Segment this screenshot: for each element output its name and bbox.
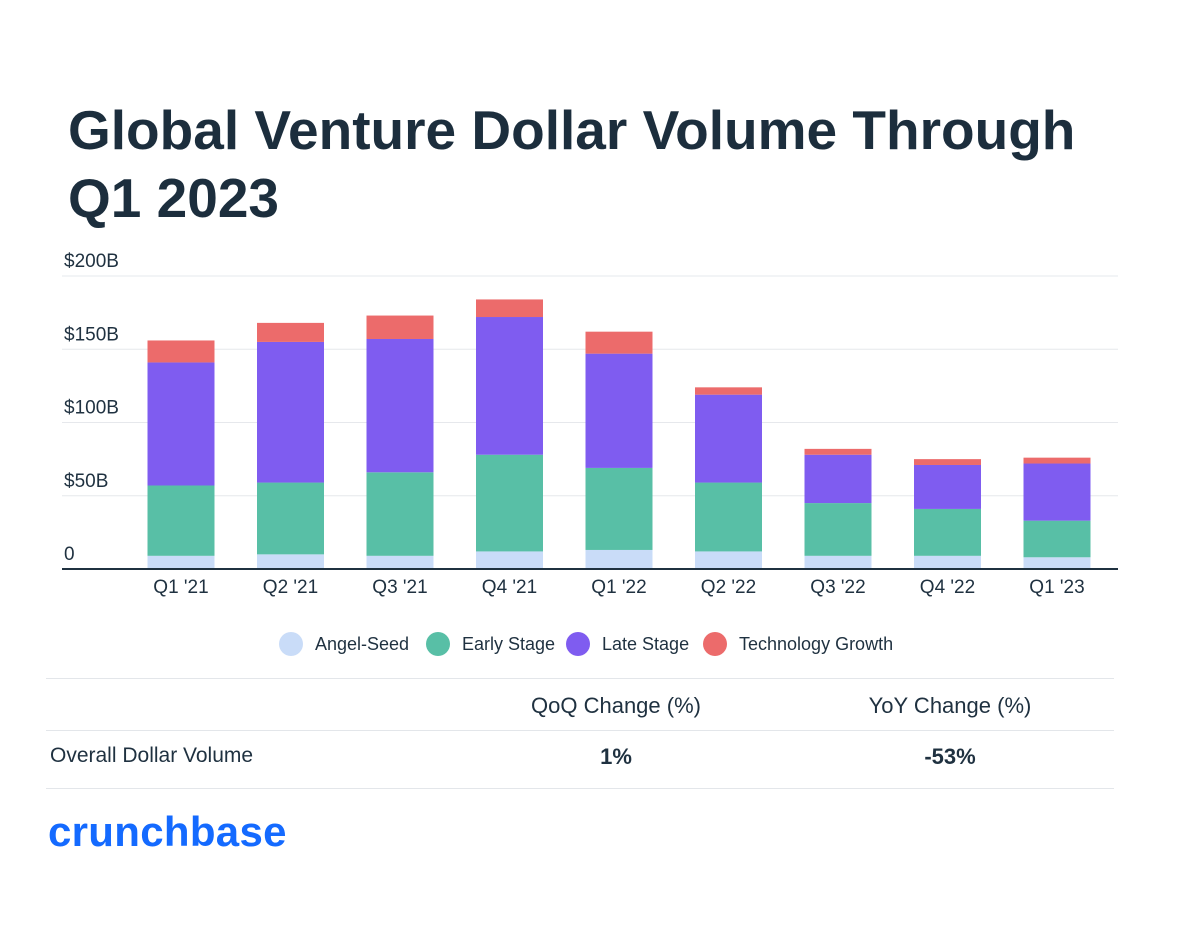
table-divider [46,730,1114,731]
bar-segment [476,317,543,455]
bar-segment [695,482,762,552]
legend-label: Angel-Seed [315,633,410,654]
x-axis-tick-labels: Q1 '21 Q2 '21 Q3 '21 Q4 '21 Q1 '22 Q2 '22 Q3 '… [153,577,1084,598]
legend-swatch-late-stage [566,632,590,656]
bar-segment [695,551,762,569]
bar-segment [257,554,324,569]
bar-segment [147,362,215,486]
bar-segment [914,508,981,556]
legend-label: Late Stage [602,633,690,654]
legend-label: Technology Growth [739,633,894,654]
legend-item-angel-seed: Angel-Seed [279,632,409,656]
y-tick-label: $200B [64,251,119,272]
bar-segment [1023,557,1091,569]
bar-segment [585,549,653,569]
bar-segment [695,394,762,483]
bar-segment [257,322,324,342]
bar-segment [257,482,324,555]
legend-item-late-stage: Late Stage [566,632,689,656]
x-tick-label: Q3 '22 [810,577,865,598]
y-tick-label: $100B [64,398,119,419]
bar-segment [366,338,434,473]
bar-segment [147,340,215,363]
yoy-header: YoY Change (%) [868,693,1032,718]
legend-swatch-technology-growth [703,632,727,656]
table-divider [46,678,1114,679]
bar-segment [585,353,653,468]
bars [147,299,1091,569]
bar-segment [476,551,543,569]
bar-segment [914,459,981,465]
x-tick-label: Q4 '22 [920,577,975,598]
bar-segment [804,448,872,455]
bar-segment [1023,457,1091,464]
y-tick-label: $50B [64,471,108,492]
bar-segment [366,472,434,556]
bar-segment [1023,463,1091,521]
x-tick-label: Q2 '21 [263,577,318,598]
x-tick-label: Q1 '22 [591,577,646,598]
bar-segment [476,299,543,318]
y-tick-label: 0 [64,544,75,565]
x-tick-label: Q2 '22 [701,577,756,598]
legend-label: Early Stage [462,633,556,654]
stacked-bar-chart: 0$50B$100B$150B$200B Q1 '21 Q2 '21 Q3 '21 Q… [62,251,1118,598]
y-tick-label: $150B [64,324,119,345]
bar-segment [147,555,215,569]
x-tick-label: Q1 '23 [1029,577,1084,598]
bar-segment [914,555,981,569]
bar-segment [695,387,762,395]
yoy-value: -53% [924,744,976,769]
y-axis-tick-labels: 0 $50B $100B $150B $200B [64,251,119,565]
chart-title: Global Venture Dollar Volume Through Q1 … [68,99,1076,229]
x-tick-label: Q3 '21 [372,577,427,598]
legend-swatch-angel-seed [279,632,303,656]
legend: Angel-Seed Early Stage Late Stage Techno… [0,632,1200,668]
bar-segment [585,467,653,550]
x-tick-label: Q1 '21 [153,577,208,598]
legend-item-early-stage: Early Stage [426,632,555,656]
table-divider [46,788,1114,789]
bar-segment [804,503,872,556]
bar-segment [366,555,434,569]
bar-segment [257,341,324,483]
qoq-header: QoQ Change (%) [531,693,701,718]
bar-segment [804,555,872,569]
legend-swatch-early-stage [426,632,450,656]
legend-item-technology-growth: Technology Growth [703,632,893,656]
bar-segment [804,454,872,504]
x-tick-label: Q4 '21 [482,577,537,598]
crunchbase-logo: crunchbase [48,808,287,855]
bar-segment [476,454,543,552]
bar-segment [585,331,653,354]
bar-segment [914,464,981,509]
qoq-value: 1% [600,744,632,769]
bar-segment [1023,520,1091,558]
row-label: Overall Dollar Volume [50,744,254,767]
bar-segment [147,485,215,556]
bar-segment [366,315,434,339]
